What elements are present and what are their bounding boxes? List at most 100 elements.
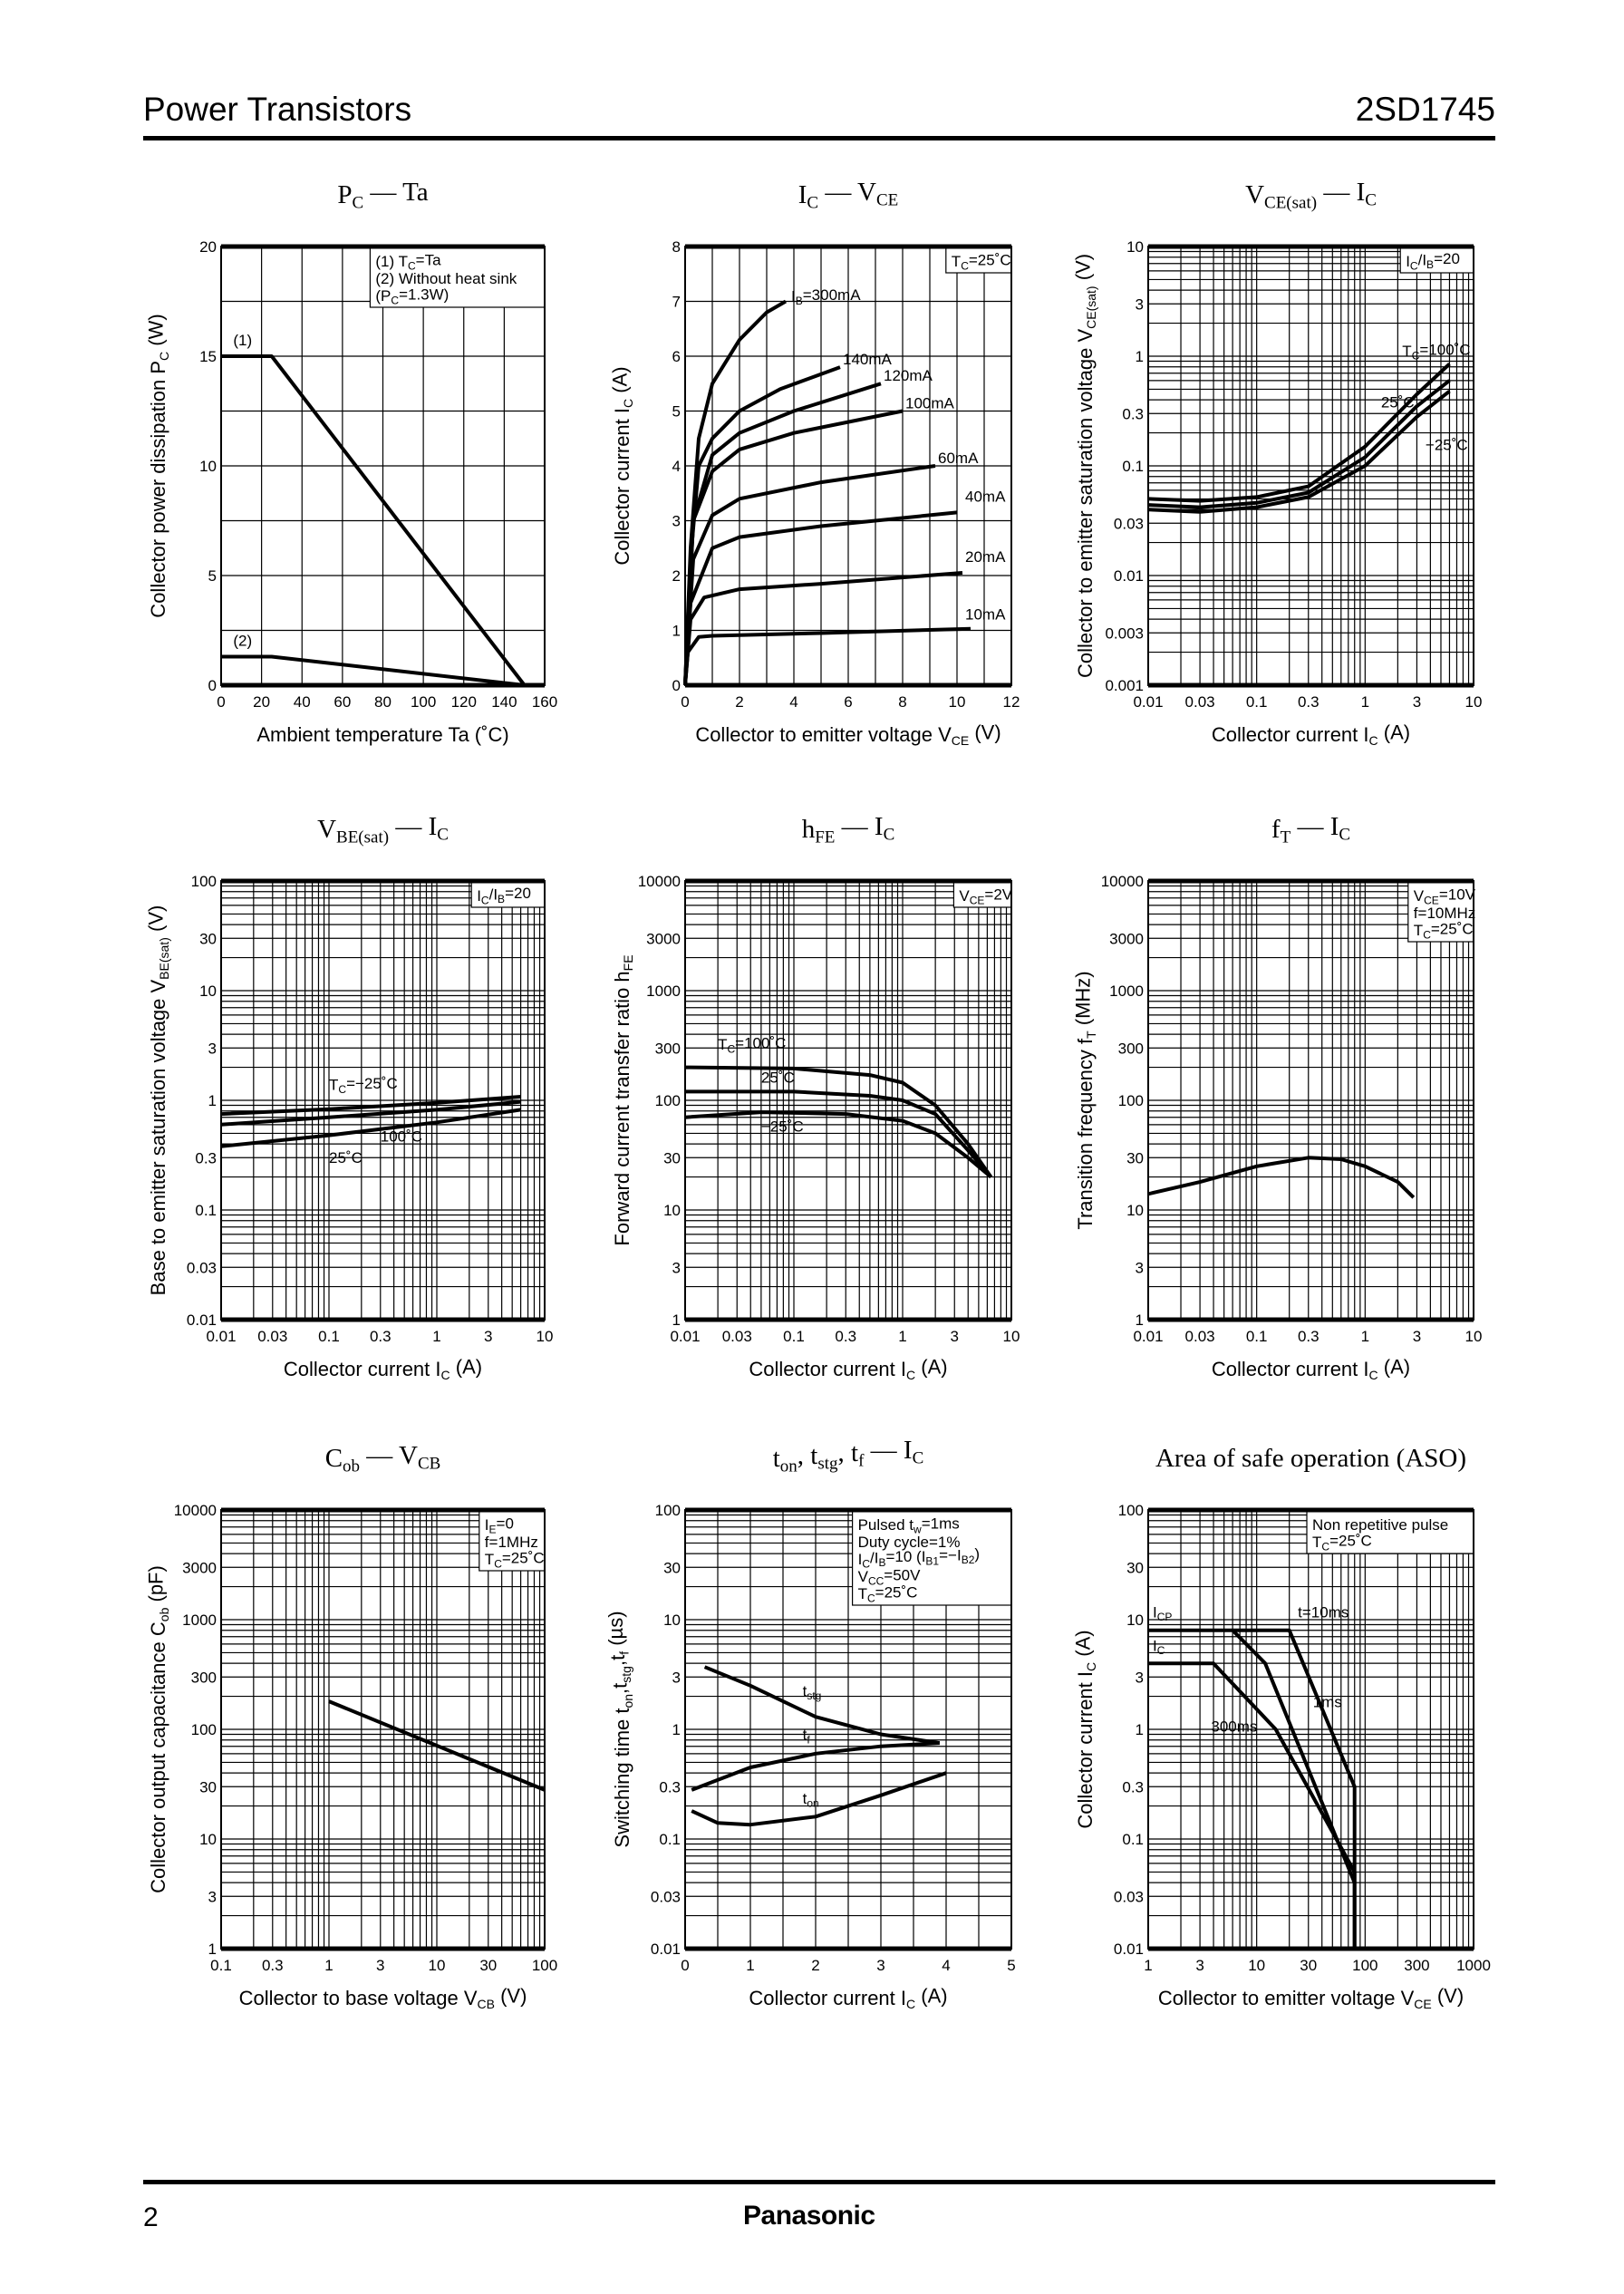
- y-tick-label: 2: [672, 567, 681, 585]
- x-tick-label: 8: [898, 693, 906, 711]
- curve-label: 60mA: [938, 450, 979, 467]
- series-line: [1147, 1156, 1416, 1199]
- document-category: Power Transistors: [143, 91, 412, 128]
- series-line: [683, 571, 963, 686]
- legend-text: IC​/IB​=20: [1406, 250, 1460, 273]
- chart-3: IC​/IB​=20 TC​=100˚C 25˚C −25˚C 0.01 0.03 0.1 0…: [1072, 178, 1483, 748]
- x-tick-label: 0.1: [210, 1957, 232, 1974]
- legend-text: IC​/IB​=20: [477, 885, 531, 907]
- x-tick-label: 3: [1413, 1328, 1421, 1345]
- series-line: [683, 382, 882, 686]
- chart-title: hFE​ — IC​: [802, 812, 895, 847]
- legend-text: (2) Without heat sink: [375, 270, 517, 287]
- legend-text: f=1MHz: [485, 1534, 538, 1551]
- y-tick-label: 1: [1136, 1721, 1144, 1738]
- x-tick-label: 1000: [1456, 1957, 1491, 1974]
- x-tick-label: 6: [844, 693, 852, 711]
- series-line: [684, 1110, 992, 1179]
- y-tick-label: 3000: [646, 930, 681, 947]
- y-tick-label: 30: [663, 1559, 681, 1576]
- y-tick-label: 10: [1126, 1202, 1144, 1219]
- legend-text: Pulsed tw​=1ms: [858, 1515, 960, 1536]
- x-tick-label: 0.01: [670, 1328, 700, 1345]
- y-tick-label: 0.03: [1114, 515, 1144, 532]
- series-line: [683, 626, 972, 686]
- curve-label: (1): [233, 332, 252, 349]
- chart-4: IC​/IB​=20 TC​=−25˚C 100˚C 25˚C 0.01 0.03 0.1 0…: [145, 812, 554, 1382]
- x-tick-label: 3: [876, 1957, 884, 1974]
- y-tick-label: 20: [199, 238, 217, 256]
- x-tick-label: 4: [789, 693, 798, 711]
- y-tick-label: 0.3: [1122, 1778, 1144, 1796]
- x-tick-label: 1: [1361, 693, 1369, 711]
- y-tick-label: 1: [1136, 1312, 1144, 1329]
- y-tick-label: 0.03: [1114, 1888, 1144, 1905]
- series-line: [221, 654, 525, 687]
- x-tick-label: 0.3: [1298, 693, 1320, 711]
- y-tick-label: 3: [672, 513, 681, 530]
- series-line: [1147, 390, 1451, 514]
- y-tick-label: 0: [672, 677, 681, 694]
- y-tick-label: 0.1: [1122, 1831, 1144, 1848]
- curve-label: TC​=100˚C: [1402, 342, 1470, 363]
- y-tick-label: 0.03: [651, 1888, 681, 1905]
- y-tick-label: 3000: [182, 1559, 217, 1576]
- x-tick-label: 0.01: [1133, 1328, 1163, 1345]
- x-tick-label: 10: [1465, 1328, 1483, 1345]
- x-axis-label: Collector to emitter voltage VCE​ (V): [695, 721, 1000, 749]
- x-tick-label: 0: [681, 693, 689, 711]
- y-tick-label: 10000: [1101, 873, 1144, 890]
- series-line: [691, 1771, 947, 1827]
- x-tick-label: 30: [479, 1957, 497, 1974]
- series-line: [1147, 379, 1451, 509]
- legend-text: Non repetitive pulse: [1312, 1516, 1448, 1534]
- y-tick-label: 30: [199, 930, 217, 947]
- x-tick-label: 3: [376, 1957, 384, 1974]
- y-tick-label: 6: [672, 348, 681, 365]
- x-axis-label: Collector current IC​ (A): [749, 1985, 947, 2012]
- curve-label: −25˚C: [1426, 436, 1468, 453]
- legend-text: VCE​=10V: [1414, 886, 1476, 907]
- y-tick-label: 3: [672, 1669, 681, 1686]
- x-tick-label: 10: [1003, 1328, 1020, 1345]
- y-tick-label: 0.03: [187, 1259, 217, 1276]
- y-tick-label: 100: [655, 1502, 681, 1519]
- y-tick-label: 8: [672, 238, 681, 256]
- series-line: [221, 354, 527, 687]
- x-tick-label: 0.01: [1133, 693, 1163, 711]
- legend-box: [952, 880, 1012, 908]
- y-tick-label: 3: [1136, 1669, 1144, 1686]
- x-tick-label: 0.03: [1185, 1328, 1215, 1345]
- legend-text: TC​=25˚C: [1312, 1533, 1372, 1554]
- x-tick-label: 1: [898, 1328, 906, 1345]
- y-tick-label: 1: [208, 1941, 217, 1958]
- x-tick-label: 3: [1413, 693, 1421, 711]
- y-tick-label: 30: [1126, 1149, 1144, 1166]
- y-tick-label: 10: [663, 1612, 681, 1629]
- y-tick-label: 10: [1126, 1612, 1144, 1629]
- x-tick-label: 10: [429, 1957, 446, 1974]
- y-tick-label: 1000: [646, 982, 681, 1000]
- x-tick-label: 0.3: [835, 1328, 856, 1345]
- x-tick-label: 0.3: [262, 1957, 284, 1974]
- y-tick-label: 7: [672, 294, 681, 311]
- series-line: [703, 1665, 941, 1746]
- y-tick-label: 30: [199, 1778, 217, 1796]
- y-tick-label: 10: [1126, 238, 1144, 256]
- legend-text: TC​=25˚C: [1414, 921, 1474, 942]
- x-tick-label: 10: [1248, 1957, 1265, 1974]
- legend-text: f=10MHz: [1414, 905, 1476, 922]
- y-tick-label: 300: [655, 1040, 681, 1057]
- x-tick-label: 0.03: [1185, 693, 1215, 711]
- x-tick-label: 80: [374, 693, 392, 711]
- y-tick-label: 100: [1118, 1502, 1144, 1519]
- y-tick-label: 15: [199, 348, 217, 365]
- x-tick-label: 0.1: [1246, 1328, 1268, 1345]
- series-line: [683, 510, 958, 686]
- header-rule: [143, 136, 1495, 140]
- x-tick-label: 1: [1361, 1328, 1369, 1345]
- y-axis-label: Collector output capacitance Cob​ (pF): [145, 1565, 172, 1893]
